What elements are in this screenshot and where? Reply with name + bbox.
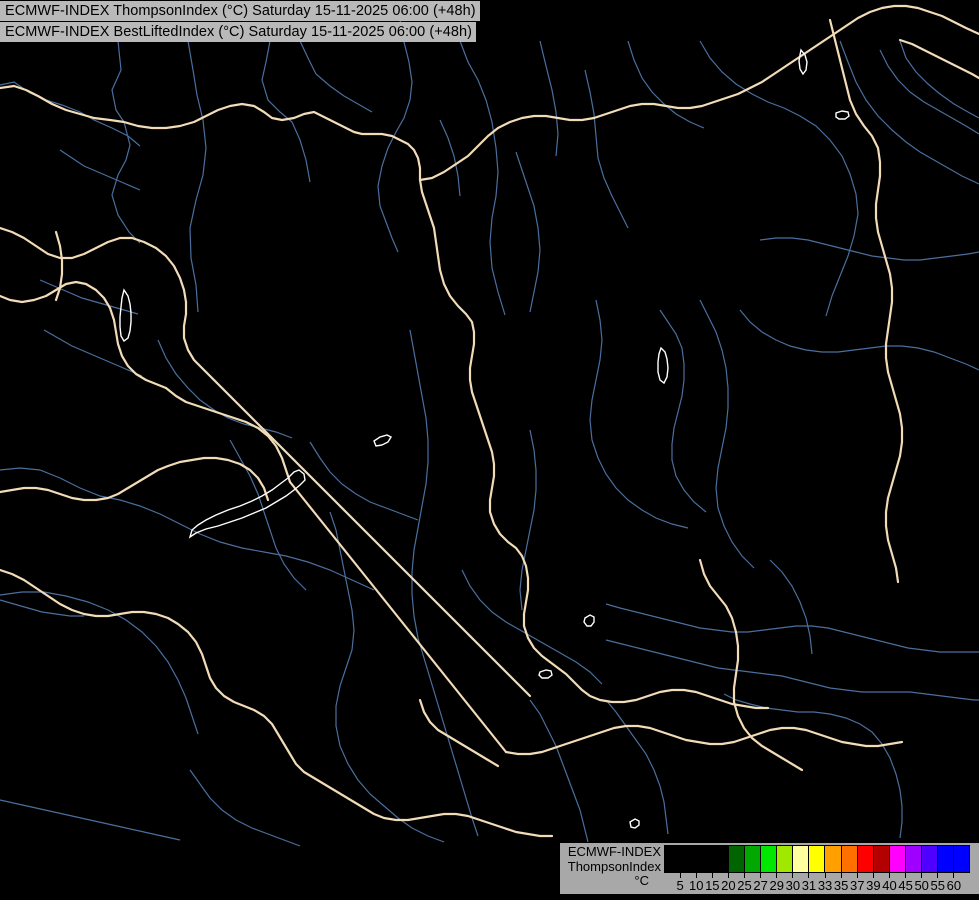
- legend-unit-label: °C: [634, 873, 649, 888]
- colorbar-swatch: [665, 846, 682, 872]
- colorbar-tick-label: 20: [721, 878, 736, 893]
- colorbar-tick: [776, 873, 778, 878]
- colorbar-swatch: [793, 846, 810, 872]
- colorbar-swatch: [921, 846, 938, 872]
- colorbar-tick: [808, 873, 810, 878]
- colorbar-tick-label: 55: [930, 878, 946, 893]
- colorbar-tick-label: 40: [882, 878, 897, 893]
- colorbar-tick-label: 31: [801, 878, 817, 893]
- colorbar-tick-label: 27: [753, 878, 768, 893]
- colorbar-swatch: [681, 846, 698, 872]
- colorbar-tick-label: 50: [914, 878, 929, 893]
- colorbar-tick: [888, 873, 890, 878]
- colorbar-swatch: [761, 846, 778, 872]
- colorbar-tick: [921, 873, 923, 878]
- colorbar-tick: [856, 873, 858, 878]
- colorbar-tick: [792, 873, 794, 878]
- colorbar-tick: [905, 873, 907, 878]
- colorbar-swatch: [857, 846, 874, 872]
- colorbar-swatch: [713, 846, 730, 872]
- colorbar-swatch: [937, 846, 954, 872]
- colorbar-tick: [840, 873, 842, 878]
- colorbar-swatch: [777, 846, 794, 872]
- map-title-best-lifted-index: ECMWF-INDEX BestLiftedIndex (°C) Saturda…: [0, 22, 476, 42]
- legend-text-block: ECMWF-INDEX ThompsonIndex °C: [563, 844, 661, 889]
- colorbar-swatch: [825, 846, 842, 872]
- colorbar-swatch: [745, 846, 762, 872]
- colorbar-tick-label: 35: [833, 878, 849, 893]
- colorbar-tick-label: 39: [866, 878, 881, 893]
- map-title-thompson-index: ECMWF-INDEX ThompsonIndex (°C) Saturday …: [0, 1, 480, 21]
- colorbar-legend-panel: ECMWF-INDEX ThompsonIndex °C 5 10 15 20 25 27…: [560, 843, 979, 894]
- colorbar-swatch: [729, 846, 746, 872]
- colorbar-tick-label: 5: [676, 878, 684, 893]
- colorbar-tick-label: 29: [769, 878, 784, 893]
- colorbar-swatch: [889, 846, 906, 872]
- colorbar-tick: [760, 873, 762, 878]
- colorbar-tick: [824, 873, 826, 878]
- legend-model-name: ECMWF-INDEX: [567, 844, 661, 859]
- colorbar-tick: [953, 873, 955, 878]
- colorbar-tick: [937, 873, 939, 878]
- colorbar-swatch: [905, 846, 922, 872]
- colorbar-tick-label: 60: [946, 878, 962, 893]
- colorbar-tick-label: 30: [785, 878, 801, 893]
- colorbar-swatches[interactable]: [664, 845, 970, 873]
- colorbar-tick: [744, 873, 746, 878]
- colorbar-swatch: [953, 846, 969, 872]
- colorbar-tick: [679, 873, 681, 878]
- colorbar-tick-label: 33: [817, 878, 833, 893]
- colorbar-swatch: [873, 846, 890, 872]
- lake-outlines: [119, 48, 850, 829]
- colorbar-tickmarks: [664, 873, 970, 878]
- colorbar-tick: [872, 873, 874, 878]
- colorbar-tick: [695, 873, 697, 878]
- colorbar-tick-labels: 5 10 15 20 25 27 29 30 31 33 35 37 39 40 45 50 55 60: [664, 878, 970, 894]
- colorbar-swatch: [841, 846, 858, 872]
- colorbar-tick-label: 15: [705, 878, 720, 893]
- colorbar-tick-label: 37: [850, 878, 865, 893]
- legend-parameter-name: ThompsonIndex: [567, 858, 661, 874]
- colorbar-swatch: [697, 846, 714, 872]
- colorbar-swatch: [809, 846, 826, 872]
- colorbar-tick-label: 45: [898, 878, 913, 893]
- colorbar-tick-label: 25: [737, 878, 752, 893]
- colorbar-tick: [727, 873, 729, 878]
- colorbar-wrapper: 5 10 15 20 25 27 29 30 31 33 35 37 39 40 45 50 55 60: [664, 845, 974, 894]
- colorbar-tick: [711, 873, 713, 878]
- colorbar-tick-label: 10: [688, 878, 704, 893]
- country-borders: [0, 4, 979, 838]
